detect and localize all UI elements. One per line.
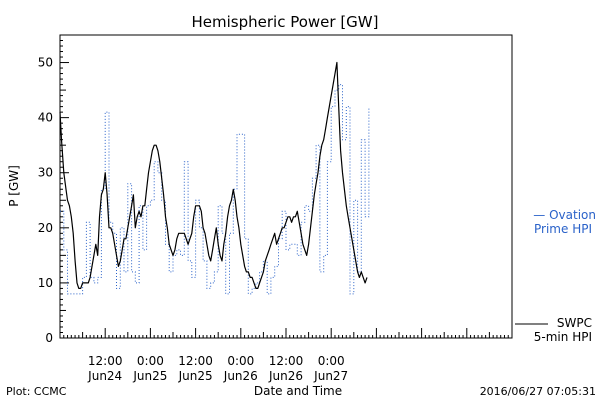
x-tick-date-label: Jun25: [178, 369, 213, 383]
y-axis: 0 10 20 30 40 50: [38, 34, 69, 345]
swpc-line: [59, 61, 368, 289]
x-tick-time-label: 0:00: [227, 354, 254, 368]
legend-swpc-line2: 5-min HPI: [534, 330, 592, 344]
x-tick-date-label: Jun26: [268, 369, 303, 383]
x-tick-date-label: Jun25: [132, 369, 167, 383]
swpc-series: [59, 61, 368, 289]
y-tick-label: 50: [38, 56, 53, 70]
legend-ovation-line1: — Ovation: [533, 208, 596, 222]
x-tick-time-label: 12:00: [178, 354, 213, 368]
x-tick-time-label: 0:00: [137, 354, 164, 368]
y-tick-label: 40: [38, 111, 53, 125]
legend-swpc-line1: SWPC: [557, 316, 592, 330]
x-tick-date-label: Jun26: [223, 369, 258, 383]
x-tick-date-label: Jun27: [313, 369, 348, 383]
x-tick-time-label: 12:00: [269, 354, 304, 368]
x-tick-time-label: 12:00: [88, 354, 123, 368]
y-tick-label: 20: [38, 221, 53, 235]
chart-title: Hemispheric Power [GW]: [192, 13, 379, 31]
y-axis-label: P [GW]: [7, 165, 21, 207]
x-axis-label: Date and Time: [254, 384, 342, 398]
y-tick-label: 10: [38, 276, 53, 290]
legend-ovation-line2: Prime HPI: [534, 222, 592, 236]
x-axis: 12:00Jun240:00Jun2512:00Jun250:00Jun2612…: [59, 328, 513, 383]
y-tick-label: 0: [45, 331, 53, 345]
footer-right: 2016/06/27 07:05:31: [480, 385, 596, 398]
y-tick-label: 30: [38, 166, 53, 180]
x-tick-date-label: Jun24: [87, 369, 122, 383]
x-tick-time-label: 0:00: [318, 354, 345, 368]
footer-left: Plot: CCMC: [6, 385, 67, 398]
